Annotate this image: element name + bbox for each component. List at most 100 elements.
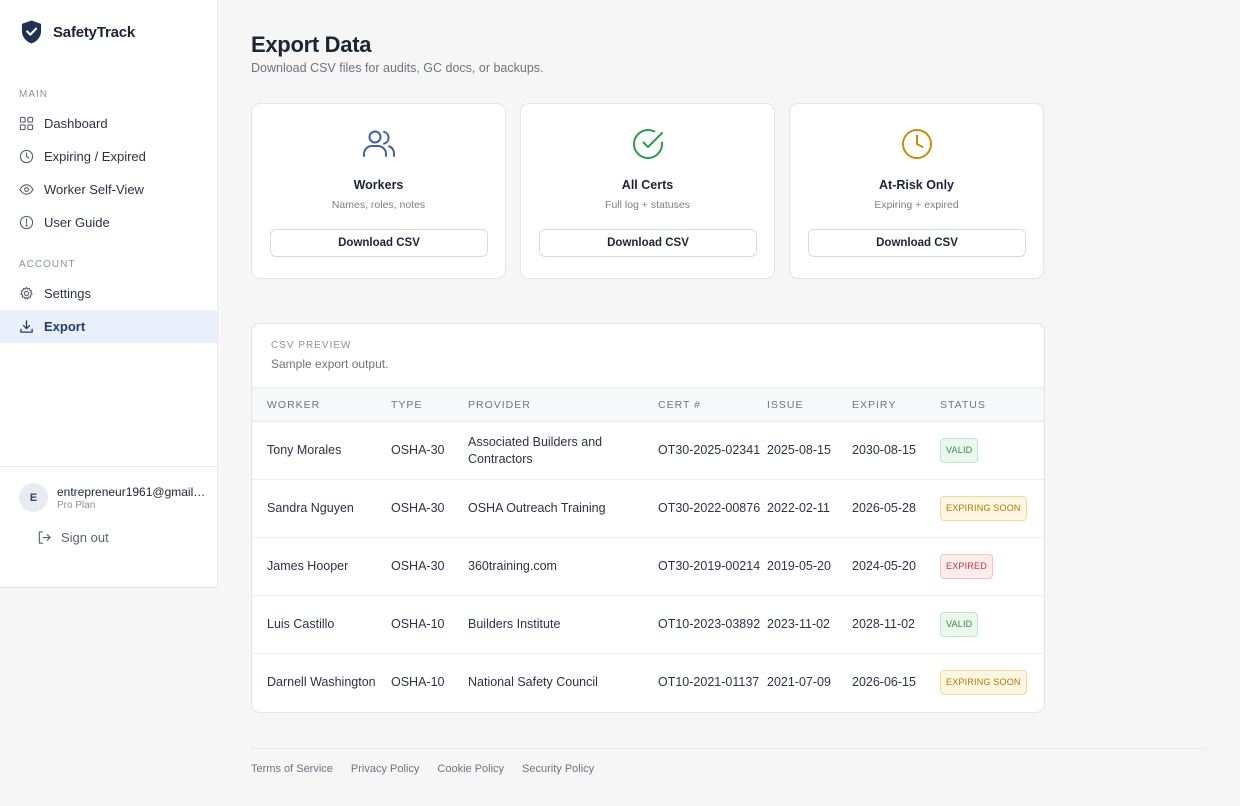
avatar[interactable]: E [19,483,48,512]
status-badge: EXPIRED [940,554,993,579]
gear-icon [20,286,33,300]
card-description: Names, roles, notes [331,199,426,211]
table-row: Tony Morales OSHA-30 Associated Builders… [252,422,1044,480]
table-row: Darnell Washington OSHA-10 National Safe… [252,654,1044,712]
download-at-risk-csv-button[interactable]: Download CSV [808,229,1026,257]
footer-link-privacy[interactable]: Privacy Policy [350,763,420,775]
cell-cert: OT30-2025-02341 [658,443,761,457]
footer-link-terms[interactable]: Terms of Service [251,763,333,775]
shield-check-icon [21,20,42,44]
status-badge: EXPIRING SOON [940,670,1027,696]
cell-provider: OSHA Outreach Training [468,501,606,515]
cell-cert: OT10-2021-01137 [658,675,760,690]
cell-issue: 2022-02-11 [767,501,831,515]
brand-name: SafetyTrack [53,23,136,41]
status-badge: EXPIRING SOON [940,496,1027,521]
csv-preview-panel: CSV PREVIEW Sample export output. WORKER… [251,323,1045,713]
sidebar-item-label: Settings [44,286,91,301]
csv-preview-table: WORKER TYPE PROVIDER CERT # ISSUE EXPIRY… [252,387,1044,712]
export-card-at-risk: At-Risk Only Expiring + expired Download… [789,103,1044,279]
cell-worker: Sandra Nguyen [267,501,354,515]
sidebar-item-label: Dashboard [44,116,108,131]
column-header: STATUS [940,398,986,411]
cell-expiry: 2026-06-15 [852,675,916,690]
grid-icon [19,116,34,131]
cell-provider: Associated Builders and Contractors [468,434,603,466]
cell-cert: OT30-2022-00876 [658,501,761,515]
eye-icon [19,184,34,195]
page-title: Export Data [251,32,372,57]
cell-cert: OT10-2023-03892 [658,617,761,631]
export-card-workers: Workers Names, roles, notes Download CSV [251,103,506,279]
cell-type: OSHA-30 [391,559,445,573]
card-description: Expiring + expired [874,199,959,211]
footer-divider [251,748,1206,749]
card-title: At-Risk Only [878,178,954,192]
sidebar-item-expiring[interactable]: Expiring / Expired [0,140,217,173]
table-row: Luis Castillo OSHA-10 Builders Institute… [252,596,1044,654]
card-title: Workers [353,178,404,192]
page-subtitle: Download CSV files for audits, GC docs, … [251,61,544,75]
cell-worker: James Hooper [267,559,349,573]
column-header: TYPE [391,398,423,411]
sidebar-item-dashboard[interactable]: Dashboard [0,107,217,140]
download-all-certs-csv-button[interactable]: Download CSV [539,229,757,257]
preview-subtitle: Sample export output. [271,357,389,371]
sidebar-item-user-guide[interactable]: User Guide [0,206,217,239]
cell-issue: 2023-11-02 [767,617,831,631]
sidebar: SafetyTrack MAIN Dashboard Expiring / Ex… [0,0,218,588]
cell-type: OSHA-10 [391,675,445,690]
card-title: All Certs [621,178,674,192]
sign-out-icon [38,531,51,544]
cell-issue: 2021-07-09 [767,675,831,690]
status-badge: VALID [940,612,979,637]
cell-type: OSHA-30 [391,501,445,515]
cell-provider: 360training.com [468,559,557,573]
cell-worker: Tony Morales [267,443,342,457]
clock-icon [19,149,34,164]
sidebar-item-settings[interactable]: Settings [0,277,217,310]
cell-provider: Builders Institute [468,617,561,631]
cell-expiry: 2026-05-28 [852,501,916,515]
sidebar-item-export[interactable]: Export [0,310,217,343]
sidebar-item-worker-self-view[interactable]: Worker Self-View [0,173,217,206]
download-icon [20,320,33,333]
clock-icon [901,129,932,159]
cell-issue: 2025-08-15 [767,443,831,457]
account-section-label: ACCOUNT [19,259,76,270]
sign-out-label: Sign out [61,530,109,545]
sidebar-item-label: Worker Self-View [44,182,144,197]
table-header-row: WORKER TYPE PROVIDER CERT # ISSUE EXPIRY… [252,387,1044,422]
column-header: PROVIDER [468,398,531,411]
footer-links: Terms of Service Privacy Policy Cookie P… [251,763,594,775]
card-description: Full log + statuses [605,199,690,211]
export-card-all-certs: All Certs Full log + statuses Download C… [520,103,775,279]
download-workers-csv-button[interactable]: Download CSV [270,229,488,257]
cell-expiry: 2028-11-02 [852,617,916,631]
cell-provider: National Safety Council [468,675,598,690]
cell-type: OSHA-10 [391,617,445,631]
footer-link-cookie[interactable]: Cookie Policy [437,763,505,775]
sidebar-item-label: Expiring / Expired [44,149,146,164]
brand[interactable]: SafetyTrack [20,19,135,45]
users-icon [362,130,395,157]
cell-expiry: 2030-08-15 [852,443,916,457]
sign-out-button[interactable]: Sign out [37,530,109,545]
footer-link-security[interactable]: Security Policy [522,763,595,775]
column-header: EXPIRY [852,398,897,411]
cell-worker: Darnell Washington [267,675,376,690]
cell-worker: Luis Castillo [267,617,335,631]
column-header: WORKER [267,398,321,411]
status-badge: VALID [940,438,979,463]
table-row: Sandra Nguyen OSHA-30 OSHA Outreach Trai… [252,480,1044,538]
user-plan: Pro Plan [57,500,96,511]
column-header: ISSUE [767,398,804,411]
check-circle-icon [632,129,663,159]
table-row: James Hooper OSHA-30 360training.com OT3… [252,538,1044,596]
sidebar-item-label: Export [44,319,86,334]
user-email: entrepreneur1961@gmail.com [57,485,207,499]
main-section-label: MAIN [19,89,48,100]
cell-issue: 2019-05-20 [767,559,831,573]
preview-label: CSV PREVIEW [271,340,352,351]
sidebar-item-label: User Guide [44,215,110,230]
